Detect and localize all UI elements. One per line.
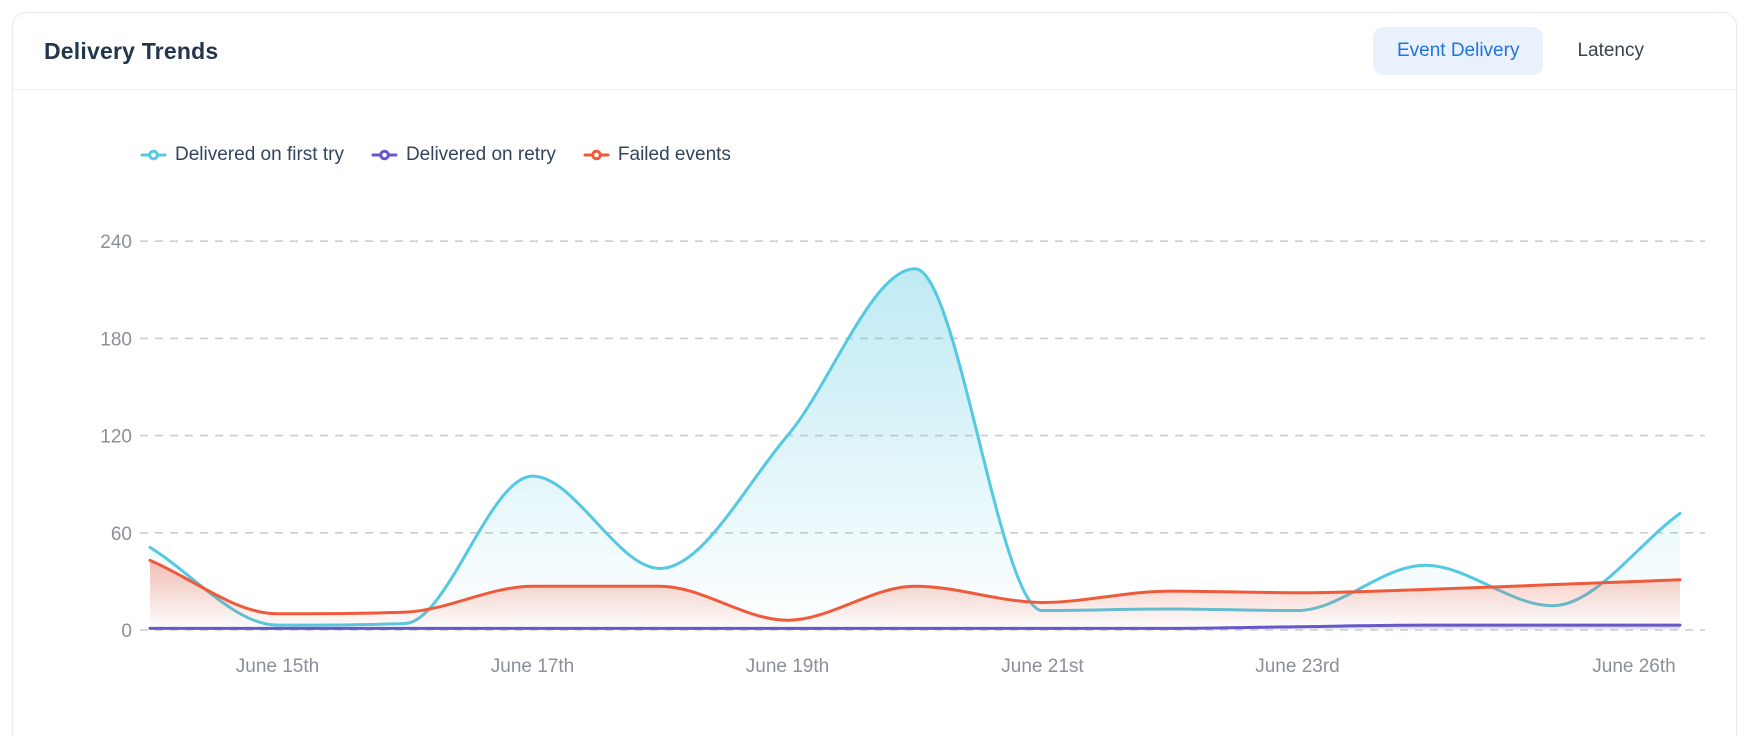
series-area-0 (150, 268, 1680, 630)
series-area-2 (150, 560, 1680, 630)
y-tick-label-180: 180 (100, 329, 132, 350)
x-tick-label-9: June 23rd (1255, 656, 1340, 677)
legend-item-2: Failed events (583, 144, 731, 166)
x-tick-label-5: June 19th (746, 656, 829, 677)
y-tick-label-0: 0 (121, 621, 132, 642)
card-header: Delivery Trends Event Delivery Latency (13, 13, 1736, 90)
page-title: Delivery Trends (44, 37, 219, 64)
legend-marker-icon (583, 149, 610, 161)
tab-latency[interactable]: Latency (1553, 27, 1668, 75)
chart-legend: Delivered on first try Delivered on retr… (140, 144, 731, 166)
legend-marker-icon (371, 149, 398, 161)
x-tick-label-3: June 17th (491, 656, 574, 677)
tab-group: Event Delivery Latency (1372, 27, 1668, 75)
x-tick-label-7: June 21st (1001, 656, 1084, 677)
series-line-2 (148, 558, 1682, 622)
legend-label: Delivered on retry (405, 144, 556, 165)
legend-marker-icon (140, 149, 167, 161)
x-tick-label-12: June 26th (1592, 656, 1675, 677)
x-tick-label-1: June 15th (236, 656, 319, 677)
legend-label: Delivered on first try (175, 144, 344, 165)
tab-event-delivery[interactable]: Event Delivery (1372, 27, 1544, 75)
series-line-1 (148, 623, 1682, 630)
y-tick-label-240: 240 (100, 232, 132, 253)
y-tick-label-120: 120 (100, 427, 132, 448)
legend-item-0: Delivered on first try (140, 144, 344, 166)
y-tick-label-60: 60 (111, 524, 132, 545)
legend-label: Failed events (617, 144, 731, 165)
legend-item-1: Delivered on retry (371, 144, 556, 166)
